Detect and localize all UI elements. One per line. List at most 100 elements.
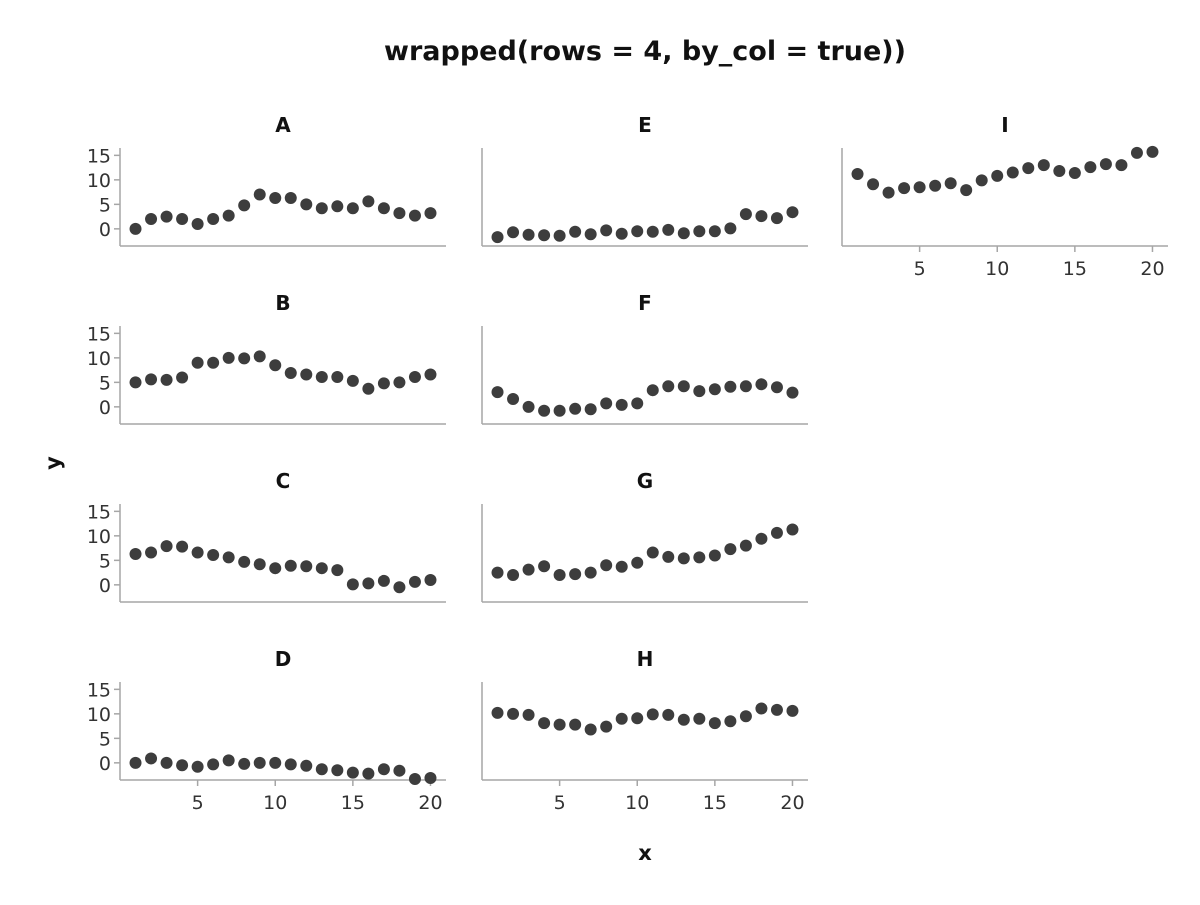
data-point [222, 754, 235, 767]
data-point [191, 546, 204, 559]
data-point [377, 377, 390, 390]
data-point [408, 370, 421, 383]
data-point [631, 712, 644, 725]
data-point [362, 767, 375, 780]
data-point [1099, 158, 1112, 171]
data-point [662, 380, 675, 393]
data-point [284, 191, 297, 204]
data-point [315, 562, 328, 575]
data-point [160, 373, 173, 386]
data-point [491, 231, 504, 244]
data-point [253, 558, 266, 571]
data-point [362, 382, 375, 395]
panel-title-b: B [275, 291, 290, 315]
data-point [677, 713, 690, 726]
y-axis-label: y [41, 456, 65, 470]
data-point [975, 174, 988, 187]
data-point [708, 225, 721, 238]
data-point [269, 359, 282, 372]
data-point [693, 225, 706, 238]
data-point [222, 209, 235, 222]
data-point [362, 577, 375, 590]
data-point [600, 224, 613, 237]
y-tick-label: 5 [99, 728, 111, 750]
data-point [507, 226, 520, 239]
data-point [362, 195, 375, 208]
data-point [160, 756, 173, 769]
data-point [739, 710, 752, 723]
data-point [724, 715, 737, 728]
data-point [393, 581, 406, 594]
data-point [315, 370, 328, 383]
data-point [739, 539, 752, 552]
data-point [646, 225, 659, 238]
data-point [238, 352, 251, 365]
data-point [693, 551, 706, 564]
data-point [708, 717, 721, 730]
data-point [615, 560, 628, 573]
data-point [755, 702, 768, 715]
data-point [253, 756, 266, 769]
data-point [284, 559, 297, 572]
y-tick-label: 10 [87, 526, 111, 548]
panel-g: G [481, 469, 808, 603]
x-tick-label: 10 [985, 258, 1009, 280]
data-point [755, 532, 768, 545]
data-point [1130, 146, 1143, 159]
y-tick-label: 0 [99, 397, 111, 419]
data-point [176, 540, 189, 553]
data-point [708, 549, 721, 562]
data-point [631, 397, 644, 410]
data-point [207, 356, 220, 369]
data-point [393, 376, 406, 389]
data-point [646, 546, 659, 559]
data-point [786, 523, 799, 536]
data-point [553, 718, 566, 731]
data-point [913, 181, 926, 194]
data-point [346, 374, 359, 387]
data-point [393, 207, 406, 220]
data-point [522, 708, 535, 721]
data-point [346, 202, 359, 215]
data-point [646, 384, 659, 397]
data-point [584, 403, 597, 416]
data-point [507, 707, 520, 720]
data-point [377, 574, 390, 587]
data-point [677, 227, 690, 240]
data-point [129, 222, 142, 235]
panel-a: A 0 510 15 [87, 113, 446, 247]
data-point [300, 759, 313, 772]
data-point [191, 760, 204, 773]
data-point [176, 213, 189, 226]
data-point [851, 167, 864, 180]
data-point [631, 556, 644, 569]
data-point [377, 763, 390, 776]
data-point [724, 543, 737, 556]
data-point [600, 559, 613, 572]
data-point [584, 723, 597, 736]
data-point [491, 566, 504, 579]
data-point [408, 209, 421, 222]
y-tick-label: 10 [87, 170, 111, 192]
data-point [662, 708, 675, 721]
data-point [786, 206, 799, 219]
data-point [755, 378, 768, 391]
data-point [408, 773, 421, 786]
panel-title-c: C [276, 469, 291, 493]
data-point [569, 402, 582, 415]
data-point [770, 381, 783, 394]
data-point [160, 540, 173, 553]
data-point [393, 764, 406, 777]
y-tick-label: 10 [87, 704, 111, 726]
data-point [238, 199, 251, 212]
data-point [346, 578, 359, 591]
data-point [770, 703, 783, 716]
data-point [770, 526, 783, 539]
data-point [377, 202, 390, 215]
panel-e: E [481, 113, 808, 247]
panel-h: H 5 10 15 20 [481, 647, 808, 814]
data-point [770, 212, 783, 225]
data-point [331, 200, 344, 213]
data-point [522, 400, 535, 413]
